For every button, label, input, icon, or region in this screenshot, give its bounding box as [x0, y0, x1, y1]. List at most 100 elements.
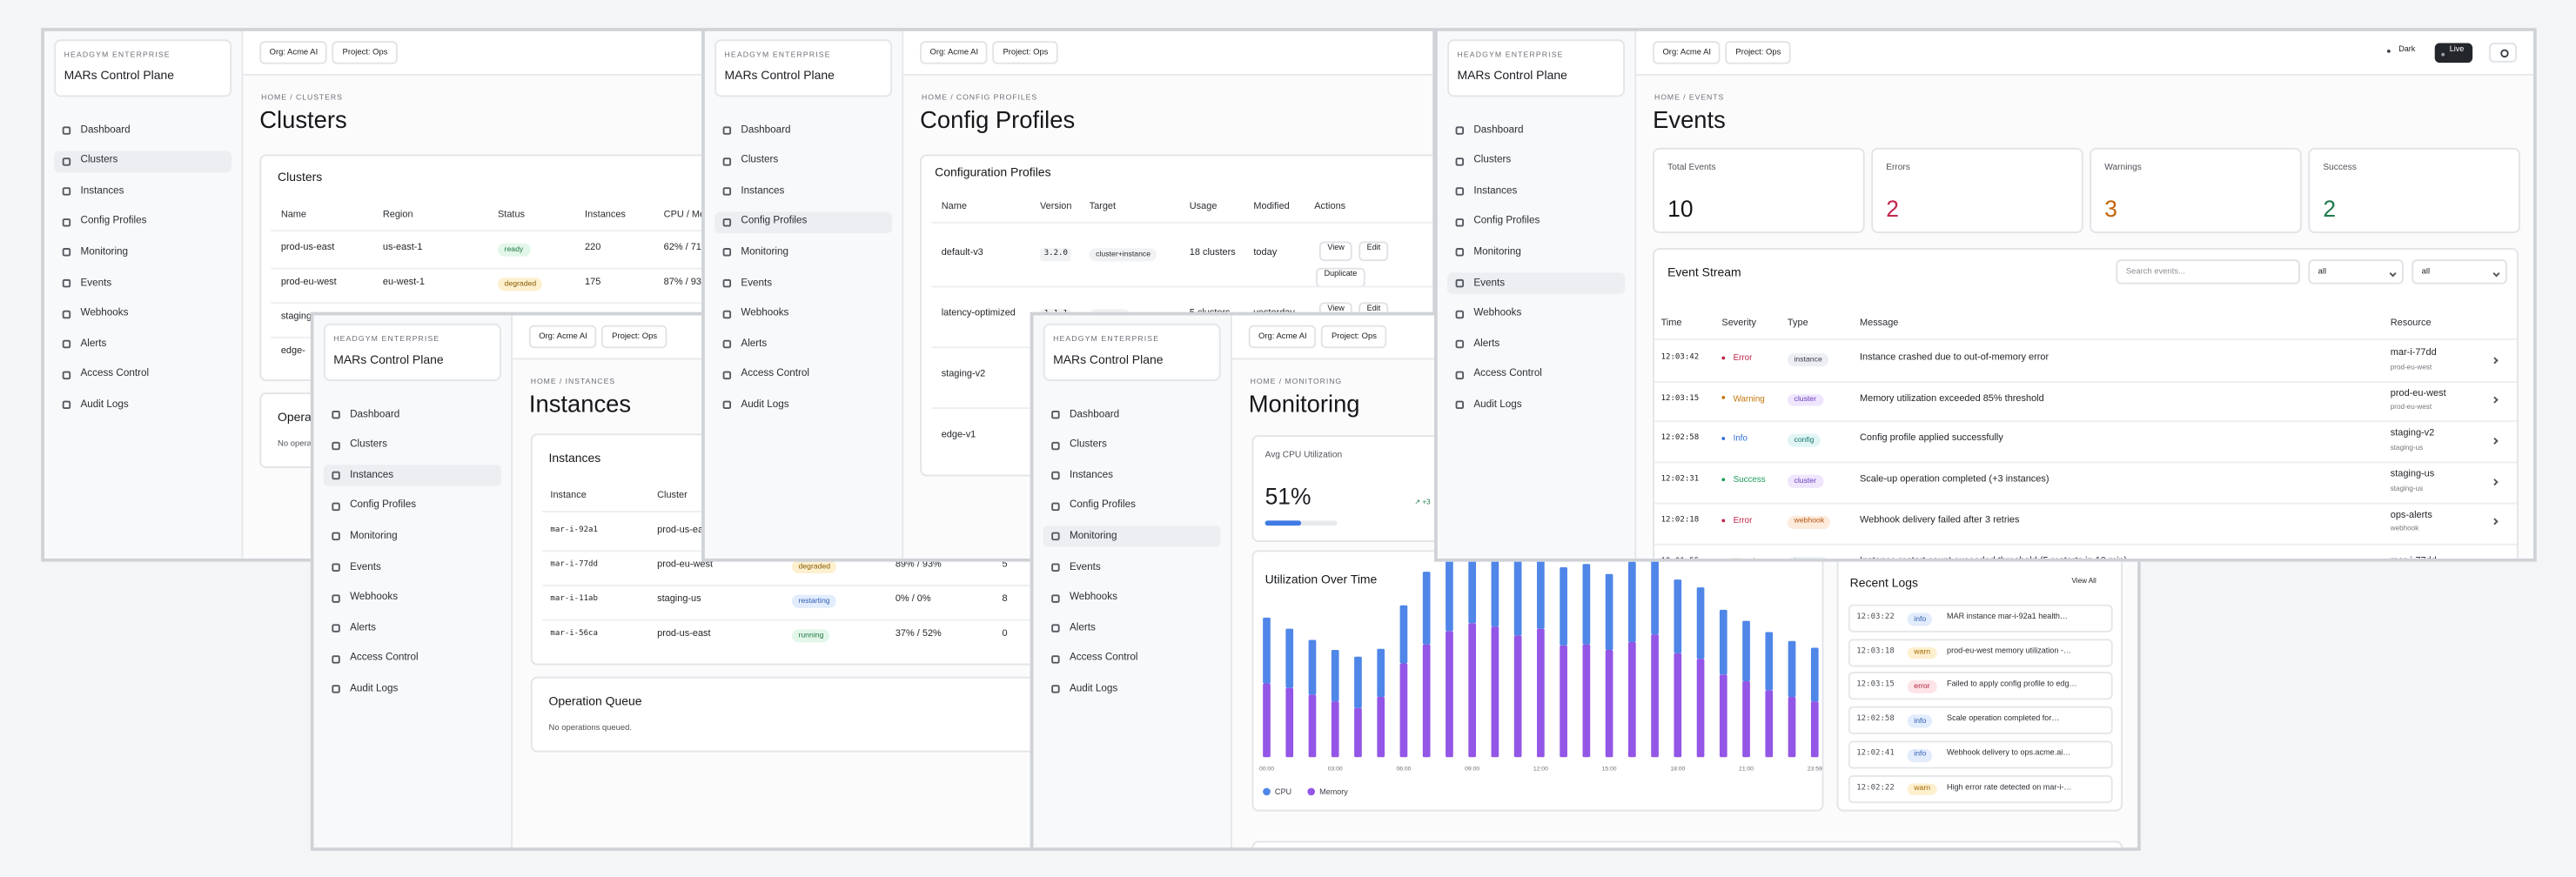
nav-item[interactable]: Clusters [54, 150, 232, 172]
nav-item[interactable]: Events [714, 272, 892, 294]
nav-icon [1455, 126, 1465, 135]
view-all-link[interactable]: View All [2071, 576, 2096, 585]
action-button[interactable]: Edit [1358, 241, 1389, 261]
nav-icon [332, 563, 340, 572]
theme-toggle[interactable]: Dark [2384, 44, 2422, 61]
resource-context: webhook [2390, 524, 2419, 532]
nav-item[interactable]: Monitoring [1043, 526, 1221, 548]
nav-item[interactable]: Webhooks [1043, 587, 1221, 609]
bar-segment [1513, 635, 1522, 758]
nav-item[interactable]: Monitoring [324, 526, 501, 548]
nav-item[interactable]: Monitoring [714, 242, 892, 264]
chart-card: Utilization Over Time 00:00 03:00 06:00 09:0… [1251, 550, 1824, 812]
nav-item[interactable]: Instances [1447, 181, 1625, 203]
event-row[interactable] [1654, 380, 2518, 421]
project-chip[interactable]: Project: Ops [332, 41, 398, 64]
nav-item[interactable]: Webhooks [714, 303, 892, 325]
event-row[interactable] [1654, 461, 2518, 503]
filter-select[interactable]: all [2412, 259, 2507, 285]
org-chip[interactable]: Org: Acme AI [1248, 325, 1318, 349]
nav-item[interactable]: Events [1447, 272, 1626, 294]
column-header: Instance [550, 491, 587, 501]
nav-item[interactable]: Config Profiles [1447, 211, 1625, 233]
nav-item[interactable]: Webhooks [54, 303, 231, 325]
event-row[interactable] [1654, 502, 2518, 543]
nav-item[interactable]: Access Control [714, 365, 892, 386]
nav-item[interactable]: Audit Logs [324, 679, 501, 700]
nav-item[interactable]: Config Profiles [54, 211, 231, 233]
search-input[interactable]: Search events... [2116, 259, 2300, 285]
sidebar: HEADGYM ENTERPRISE MARs Control Plane Dash… [1033, 315, 1232, 848]
bar-segment [1651, 634, 1659, 758]
nav-item[interactable]: Config Profiles [1043, 496, 1221, 518]
nav-item[interactable]: Monitoring [54, 242, 231, 264]
bar-segment [1605, 573, 1613, 651]
nav-item[interactable]: Events [1043, 557, 1221, 579]
nav-label: Alerts [80, 338, 107, 350]
project-chip[interactable]: Project: Ops [993, 41, 1058, 64]
action-button[interactable]: Duplicate [1316, 267, 1365, 287]
nav-label: Alerts [741, 338, 768, 350]
bar-segment [1491, 626, 1499, 758]
nav-item[interactable]: Audit Logs [54, 395, 231, 417]
nav-item[interactable]: Instances [1043, 465, 1221, 487]
nav-item[interactable]: Access Control [324, 648, 501, 670]
nav-item[interactable]: Audit Logs [1043, 679, 1221, 700]
org-chip[interactable]: Org: Acme AI [1653, 41, 1721, 64]
org-chip[interactable]: Org: Acme AI [920, 41, 989, 64]
nav-item[interactable]: Audit Logs [714, 395, 892, 417]
severity-icon [1721, 396, 1726, 400]
filter-select[interactable]: all [2308, 259, 2404, 285]
nav-item[interactable]: Alerts [1447, 334, 1625, 356]
live-toggle[interactable]: Live [2434, 43, 2472, 63]
nav-item[interactable]: Clusters [324, 435, 501, 457]
nav-item[interactable]: Clusters [714, 151, 892, 172]
nav-item[interactable]: Clusters [1447, 151, 1625, 172]
event-row[interactable] [1654, 421, 2518, 462]
nav-item[interactable]: Monitoring [1447, 242, 1625, 264]
nav-item[interactable]: Instances [714, 181, 892, 203]
bar-segment [1399, 605, 1408, 664]
nav-item[interactable]: Dashboard [54, 120, 231, 142]
action-button[interactable]: View [1318, 241, 1353, 261]
nav-item[interactable]: Instances [323, 465, 501, 487]
nav-item[interactable]: Alerts [324, 618, 501, 639]
project-chip[interactable]: Project: Ops [1726, 41, 1791, 64]
nav-item[interactable]: Alerts [54, 334, 231, 356]
chevron [2389, 270, 2397, 278]
nav-item[interactable]: Webhooks [1447, 303, 1625, 325]
nav-item[interactable]: Audit Logs [1447, 395, 1625, 417]
nav-item[interactable]: Webhooks [324, 587, 501, 609]
org-chip[interactable]: Org: Acme AI [528, 325, 598, 349]
refresh-button[interactable] [2489, 43, 2518, 63]
nav-item[interactable]: Alerts [714, 334, 892, 356]
nav-item[interactable]: Instances [54, 181, 231, 203]
nav-item[interactable]: Access Control [54, 365, 231, 386]
nav-item[interactable]: Access Control [1043, 648, 1221, 670]
event-row[interactable] [1654, 340, 2517, 381]
column-header: Resource [2390, 318, 2432, 329]
nav-item[interactable]: Dashboard [324, 404, 501, 425]
page-title: Instances [528, 392, 632, 418]
nav-item[interactable]: Access Control [1447, 365, 1625, 386]
nav-icon [332, 593, 340, 603]
project-chip[interactable]: Project: Ops [601, 325, 667, 349]
nav-item[interactable]: Config Profiles [714, 211, 893, 233]
nav-item[interactable]: Events [54, 272, 231, 294]
org-chip[interactable]: Org: Acme AI [259, 41, 328, 64]
log-entry: 12:03:15 error Failed to apply config prof… [1848, 672, 2113, 700]
event-row[interactable] [1654, 542, 2518, 559]
event-time: 12:03:42 [1660, 354, 1700, 363]
project-chip[interactable]: Project: Ops [1321, 325, 1387, 349]
nav-item[interactable]: Events [324, 557, 501, 579]
nav-item[interactable]: Dashboard [714, 120, 892, 142]
nav-item[interactable]: Config Profiles [324, 496, 501, 518]
nav-item[interactable]: Dashboard [1447, 120, 1625, 142]
top-bar: Org: Acme AI Project: Ops [903, 30, 1433, 76]
nav-item[interactable]: Alerts [1043, 618, 1221, 639]
nav-item[interactable]: Dashboard [1043, 404, 1221, 425]
stat-label: Warnings [2104, 163, 2142, 173]
breadcrumb: HOME / EVENTS [1654, 93, 1725, 102]
nav-item[interactable]: Clusters [1043, 435, 1221, 457]
log-level: warn [1907, 782, 1937, 796]
